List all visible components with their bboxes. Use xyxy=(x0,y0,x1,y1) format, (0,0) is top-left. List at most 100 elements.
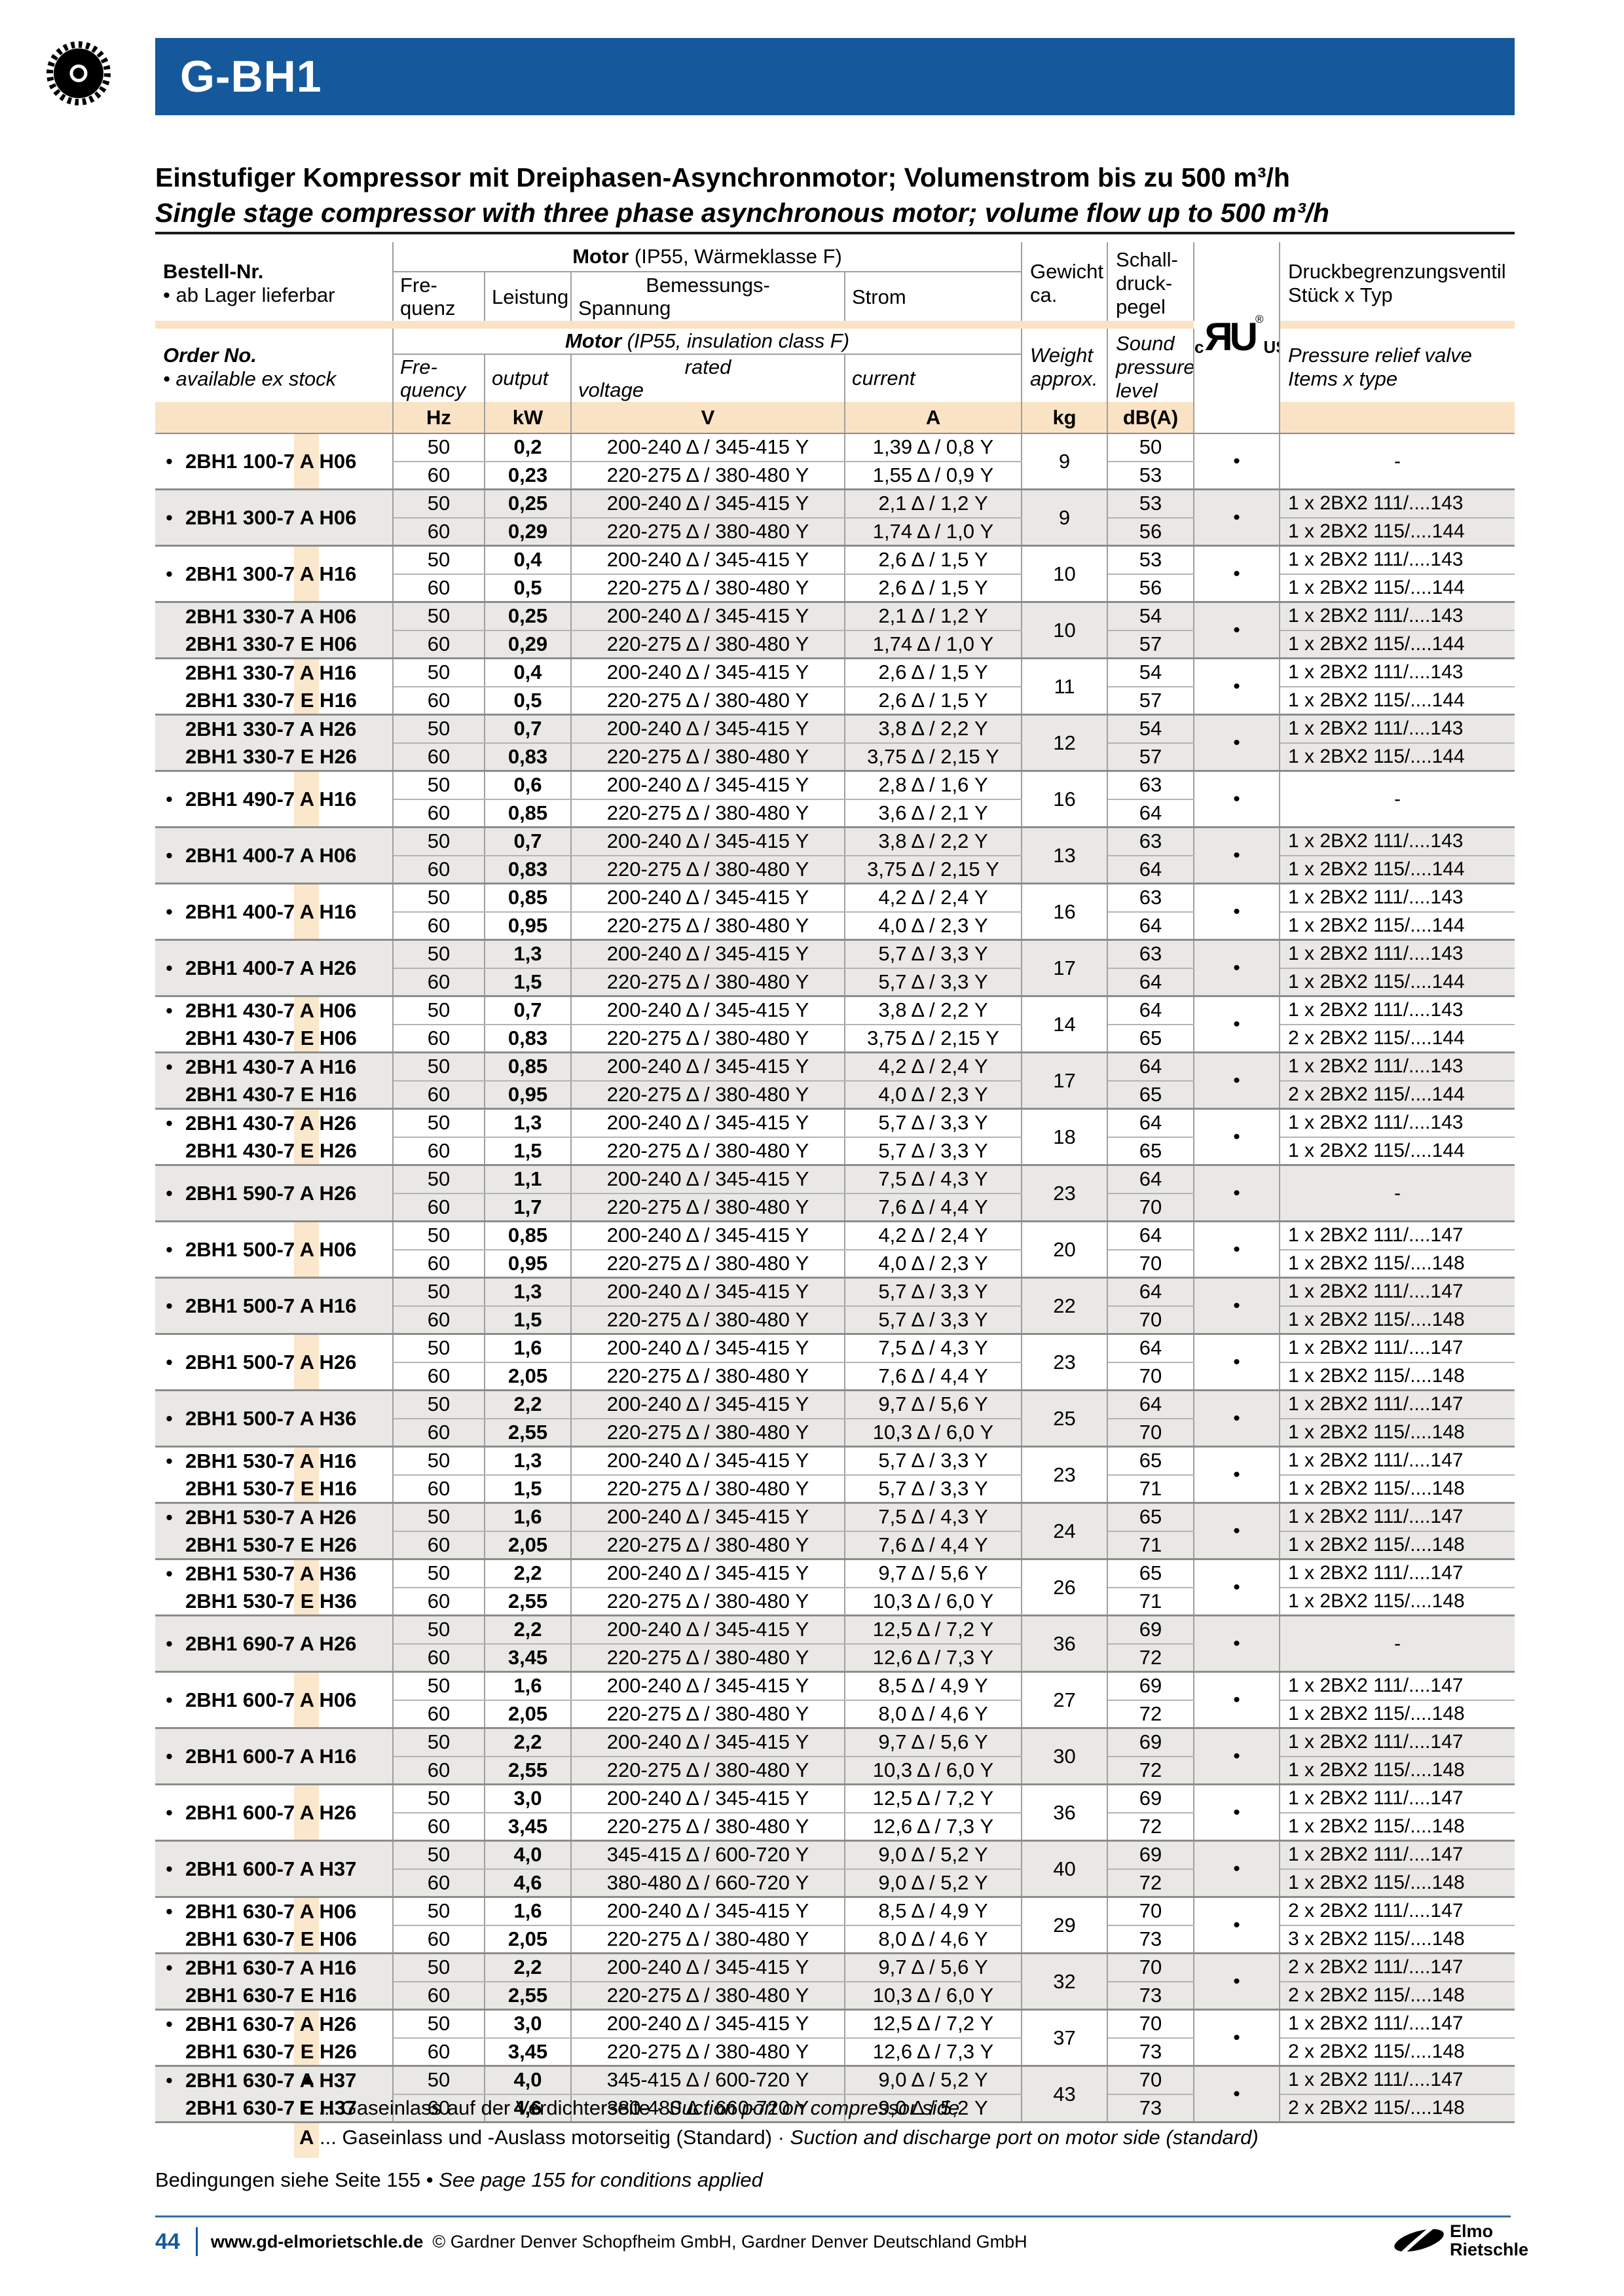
output-cell: 3,45 xyxy=(485,1812,572,1842)
current-cell: 4,0 Δ / 2,3 Y xyxy=(845,1249,1023,1279)
spec-row-50hz: • 2BH1 100-7 A H06 50 0,2 200-240 Δ / 345-41… xyxy=(155,433,1515,490)
website-link[interactable]: www.gd-elmorietschle.de xyxy=(210,2231,424,2251)
weight-cell: 27 xyxy=(1022,1671,1109,1729)
ul-listed-bullet: • xyxy=(1194,545,1281,603)
spec-row-60hz: 60 0,83 220-275 Δ / 380-480 Y 3,75 Δ / 2,15… xyxy=(155,855,1515,884)
model-number: 2BH1 430-7 E H06 xyxy=(185,1026,357,1049)
sound-level-cell: 64 xyxy=(1107,1165,1195,1194)
weight-cell: 10 xyxy=(1022,602,1109,659)
unit-kw: kW xyxy=(485,402,572,434)
model-name: 2BH1 530-7 E H16 xyxy=(155,1475,392,1501)
voltage-cell: 220-275 Δ / 380-480 Y xyxy=(571,1024,845,1053)
page-number: 44 xyxy=(155,2229,180,2254)
frequency-cell: 60 xyxy=(393,1362,485,1391)
spec-row-50hz: • 2BH1 500-7 A H06 50 0,85 200-240 Δ / 345-4… xyxy=(155,1221,1515,1279)
output-cell: 2,55 xyxy=(485,1587,572,1616)
voltage-cell: 200-240 Δ / 345-415 Y xyxy=(571,1334,845,1363)
ex-stock-bullet: • xyxy=(166,1407,173,1430)
model-number: 2BH1 530-7 A H16 xyxy=(185,1449,357,1472)
unit-db: dB(A) xyxy=(1107,402,1195,434)
output-cell: 1,1 xyxy=(485,1165,572,1194)
sound-level-cell: 72 xyxy=(1107,1756,1195,1785)
frequency-cell: 60 xyxy=(393,1305,485,1335)
voltage-cell: 200-240 Δ / 345-415 Y xyxy=(571,1390,845,1419)
frequency-cell: 60 xyxy=(393,630,485,659)
sound-level-cell: 64 xyxy=(1107,1221,1195,1250)
weight-cell: 18 xyxy=(1022,1108,1109,1166)
subtitle-german: Einstufiger Kompressor mit Dreiphasen-As… xyxy=(155,162,1290,192)
spec-row-50hz: • 2BH1 630-7 A H06 2BH1 630-7 E H06 50 1,6 20… xyxy=(155,1897,1515,1954)
sound-level-cell: 65 xyxy=(1107,1024,1195,1053)
frequency-cell: 50 xyxy=(393,1503,485,1532)
valve-cell: 1 x 2BX2 111/....147 xyxy=(1280,1728,1515,1757)
model-number: 2BH1 430-7 A H16 xyxy=(185,1055,357,1078)
ex-stock-bullet: • xyxy=(166,999,173,1022)
model-number: 2BH1 630-7 A H26 xyxy=(185,2013,357,2035)
valve-cell: 1 x 2BX2 115/....148 xyxy=(1280,1474,1515,1504)
legend-text-de: Gaseinlass und -Auslass motorseitig (Sta… xyxy=(342,2126,772,2149)
frequency-cell: 50 xyxy=(393,1953,485,1982)
ul-listed-bullet: • xyxy=(1194,1728,1281,1785)
voltage-cell: 200-240 Δ / 345-415 Y xyxy=(571,1165,845,1194)
spec-row-60hz: 60 2,05 220-275 Δ / 380-480 Y 8,0 Δ / 4,6 Y… xyxy=(155,1925,1515,1954)
model-cell: • 2BH1 100-7 A H06 xyxy=(155,433,394,490)
ex-stock-bullet: • xyxy=(166,1632,173,1655)
voltage-cell: 220-275 Δ / 380-480 Y xyxy=(571,1193,845,1222)
valve-cell: 2 x 2BX2 115/....144 xyxy=(1280,1080,1515,1110)
spec-row-50hz: • 2BH1 600-7 A H16 50 2,2 200-240 Δ / 345-41… xyxy=(155,1728,1515,1785)
frequency-cell: 60 xyxy=(393,968,485,997)
output-cell: 0,83 xyxy=(485,1024,572,1053)
frequency-cell: 50 xyxy=(393,883,485,913)
model-number: 2BH1 430-7 A H26 xyxy=(185,1112,357,1135)
current-cell: 4,2 Δ / 2,4 Y xyxy=(845,1221,1023,1250)
frequency-cell: 60 xyxy=(393,461,485,490)
valve-cell: 3 x 2BX2 115/....148 xyxy=(1280,1925,1515,1954)
model-cell: 2BH1 330-7 A H26 2BH1 330-7 E H26 xyxy=(155,714,394,772)
ex-stock-bullet: • xyxy=(166,1238,173,1261)
model-number: 2BH1 530-7 A H36 xyxy=(185,1562,357,1585)
voltage-cell: 200-240 Δ / 345-415 Y xyxy=(571,1559,845,1588)
output-cell: 2,2 xyxy=(485,1728,572,1757)
frequency-cell: 60 xyxy=(393,1474,485,1504)
voltage-cell: 380-480 Δ / 660-720 Y xyxy=(571,2094,845,2123)
model-name: 2BH1 530-7 E H26 xyxy=(155,1531,392,1558)
ex-stock-label-de: • ab Lager lieferbar xyxy=(163,283,335,306)
model-number: 2BH1 300-7 A H16 xyxy=(185,562,357,585)
model-number: 2BH1 330-7 A H16 xyxy=(185,661,357,684)
ex-stock-bullet: • xyxy=(166,1449,173,1472)
sound-level-cell: 57 xyxy=(1107,630,1195,659)
current-cell: 12,6 Δ / 7,3 Y xyxy=(845,1643,1023,1673)
model-name: • 2BH1 530-7 A H16 xyxy=(155,1448,392,1475)
weight-cell: 9 xyxy=(1022,433,1109,490)
model-number: 2BH1 600-7 A H06 xyxy=(185,1688,357,1711)
sound-level-cell: 69 xyxy=(1107,1671,1195,1701)
current-cell: 9,0 Δ / 5,2 Y xyxy=(845,2066,1023,2095)
motor-header-en: Motor (IP55, insulation class F) xyxy=(393,329,1023,355)
voltage-cell: 345-415 Δ / 600-720 Y xyxy=(571,1840,845,1870)
unit-a: A xyxy=(845,402,1023,434)
model-number: 2BH1 100-7 A H06 xyxy=(185,450,357,473)
current-cell: 4,2 Δ / 2,4 Y xyxy=(845,1052,1023,1082)
model-cell: 2BH1 330-7 A H06 2BH1 330-7 E H06 xyxy=(155,602,394,659)
output-cell: 2,2 xyxy=(485,1559,572,1588)
frequency-cell: 50 xyxy=(393,1897,485,1926)
spec-row-50hz: • 2BH1 600-7 A H06 50 1,6 200-240 Δ / 345-41… xyxy=(155,1671,1515,1729)
sound-level-cell: 65 xyxy=(1107,1137,1195,1166)
sound-level-cell: 54 xyxy=(1107,658,1195,687)
output-cell: 4,6 xyxy=(485,2094,572,2123)
model-cell: • 2BH1 500-7 A H26 xyxy=(155,1334,394,1391)
sound-level-cell: 64 xyxy=(1107,1052,1195,1082)
model-name: • 2BH1 630-7 A H06 xyxy=(155,1898,392,1925)
ul-listed-bullet: • xyxy=(1194,1277,1281,1335)
sound-level-cell: 70 xyxy=(1107,1362,1195,1391)
model-number: 2BH1 530-7 E H36 xyxy=(185,1589,357,1613)
sound-level-cell: 69 xyxy=(1107,1615,1195,1645)
voltage-cell: 220-275 Δ / 380-480 Y xyxy=(571,2037,845,2067)
ex-stock-bullet: • xyxy=(166,1182,173,1205)
weight-cell: 26 xyxy=(1022,1559,1109,1616)
ul-listed-bullet: • xyxy=(1194,2009,1281,2067)
model-cell: • 2BH1 600-7 A H26 xyxy=(155,1784,394,1842)
model-name: • 2BH1 600-7 A H26 xyxy=(155,1785,392,1839)
leaf-swoosh-icon xyxy=(1394,2222,1444,2259)
sound-level-cell: 65 xyxy=(1107,1080,1195,1110)
